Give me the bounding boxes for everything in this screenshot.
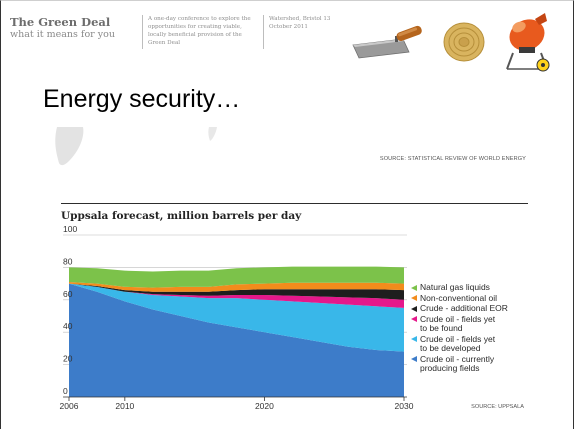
chart-top-rule <box>61 203 528 204</box>
area-series-4 <box>69 281 404 292</box>
legend-marker-icon <box>411 336 417 342</box>
legend-marker-icon <box>411 316 417 322</box>
conference-tagline: A one-day conference to explore the oppo… <box>148 16 251 46</box>
event-details: Watershed, Bristol 13 October 2011 <box>269 16 331 30</box>
trowel-icon <box>352 25 422 59</box>
y-tick-label: 20 <box>63 354 73 364</box>
x-tick-label: 2010 <box>115 401 134 411</box>
chart-source-note: SOURCE: UPPSALA <box>471 404 524 410</box>
legend-label: Crude oil - fields yet to be developed <box>420 333 496 353</box>
conference-subtitle: what it means for you <box>10 29 115 40</box>
x-tick-label: 2020 <box>255 401 274 411</box>
insulation-coil-icon <box>443 22 485 62</box>
legend-marker-icon <box>411 284 417 291</box>
y-tick-label: 0 <box>63 386 68 396</box>
legend-item: Crude oil - fields yet to be developed <box>411 333 531 354</box>
legend-item: Crude oil - currently producing fields <box>411 353 531 374</box>
cement-mixer-icon <box>506 13 550 72</box>
x-tick-label: 2006 <box>60 401 79 411</box>
header-divider <box>142 15 143 49</box>
legend-label: Non-conventional oil <box>420 292 498 303</box>
y-tick-label: 80 <box>63 256 73 266</box>
area-series-1 <box>69 283 404 352</box>
slide-heading: Energy security… <box>43 85 241 113</box>
header-divider <box>263 15 264 49</box>
map-source-note: SOURCE: STATISTICAL REVIEW OF WORLD ENER… <box>379 156 526 162</box>
area-series-0 <box>69 283 404 397</box>
y-tick-label: 40 <box>63 321 73 331</box>
chart-legend: Natural gas liquids Non-conventional oil C… <box>411 282 531 375</box>
legend-marker-icon <box>411 305 417 312</box>
y-tick-label: 60 <box>63 289 73 299</box>
chart-title: Uppsala forecast, million barrels per da… <box>61 210 302 222</box>
legend-item: Crude oil - fields yet to be found <box>411 313 531 334</box>
legend-label: Natural gas liquids <box>420 282 490 292</box>
legend-label: Crude - additional EOR <box>420 303 508 313</box>
y-tick-label: 100 <box>63 224 77 234</box>
area-series-3 <box>69 283 404 300</box>
legend-item: Non-conventional oil <box>411 292 531 304</box>
area-series-5 <box>69 266 404 288</box>
legend-item: Natural gas liquids <box>411 282 531 293</box>
legend-item: Crude - additional EOR <box>411 303 531 314</box>
legend-marker-icon <box>411 356 417 362</box>
world-map-strip <box>55 127 217 166</box>
conference-title: The Green Deal <box>10 15 111 29</box>
area-series-2 <box>69 283 404 308</box>
x-tick-label: 2030 <box>395 401 414 411</box>
legend-marker-icon <box>411 295 417 301</box>
legend-label: Crude oil - fields yet to be found <box>420 313 496 333</box>
legend-label: Crude oil - currently producing fields <box>420 353 495 373</box>
